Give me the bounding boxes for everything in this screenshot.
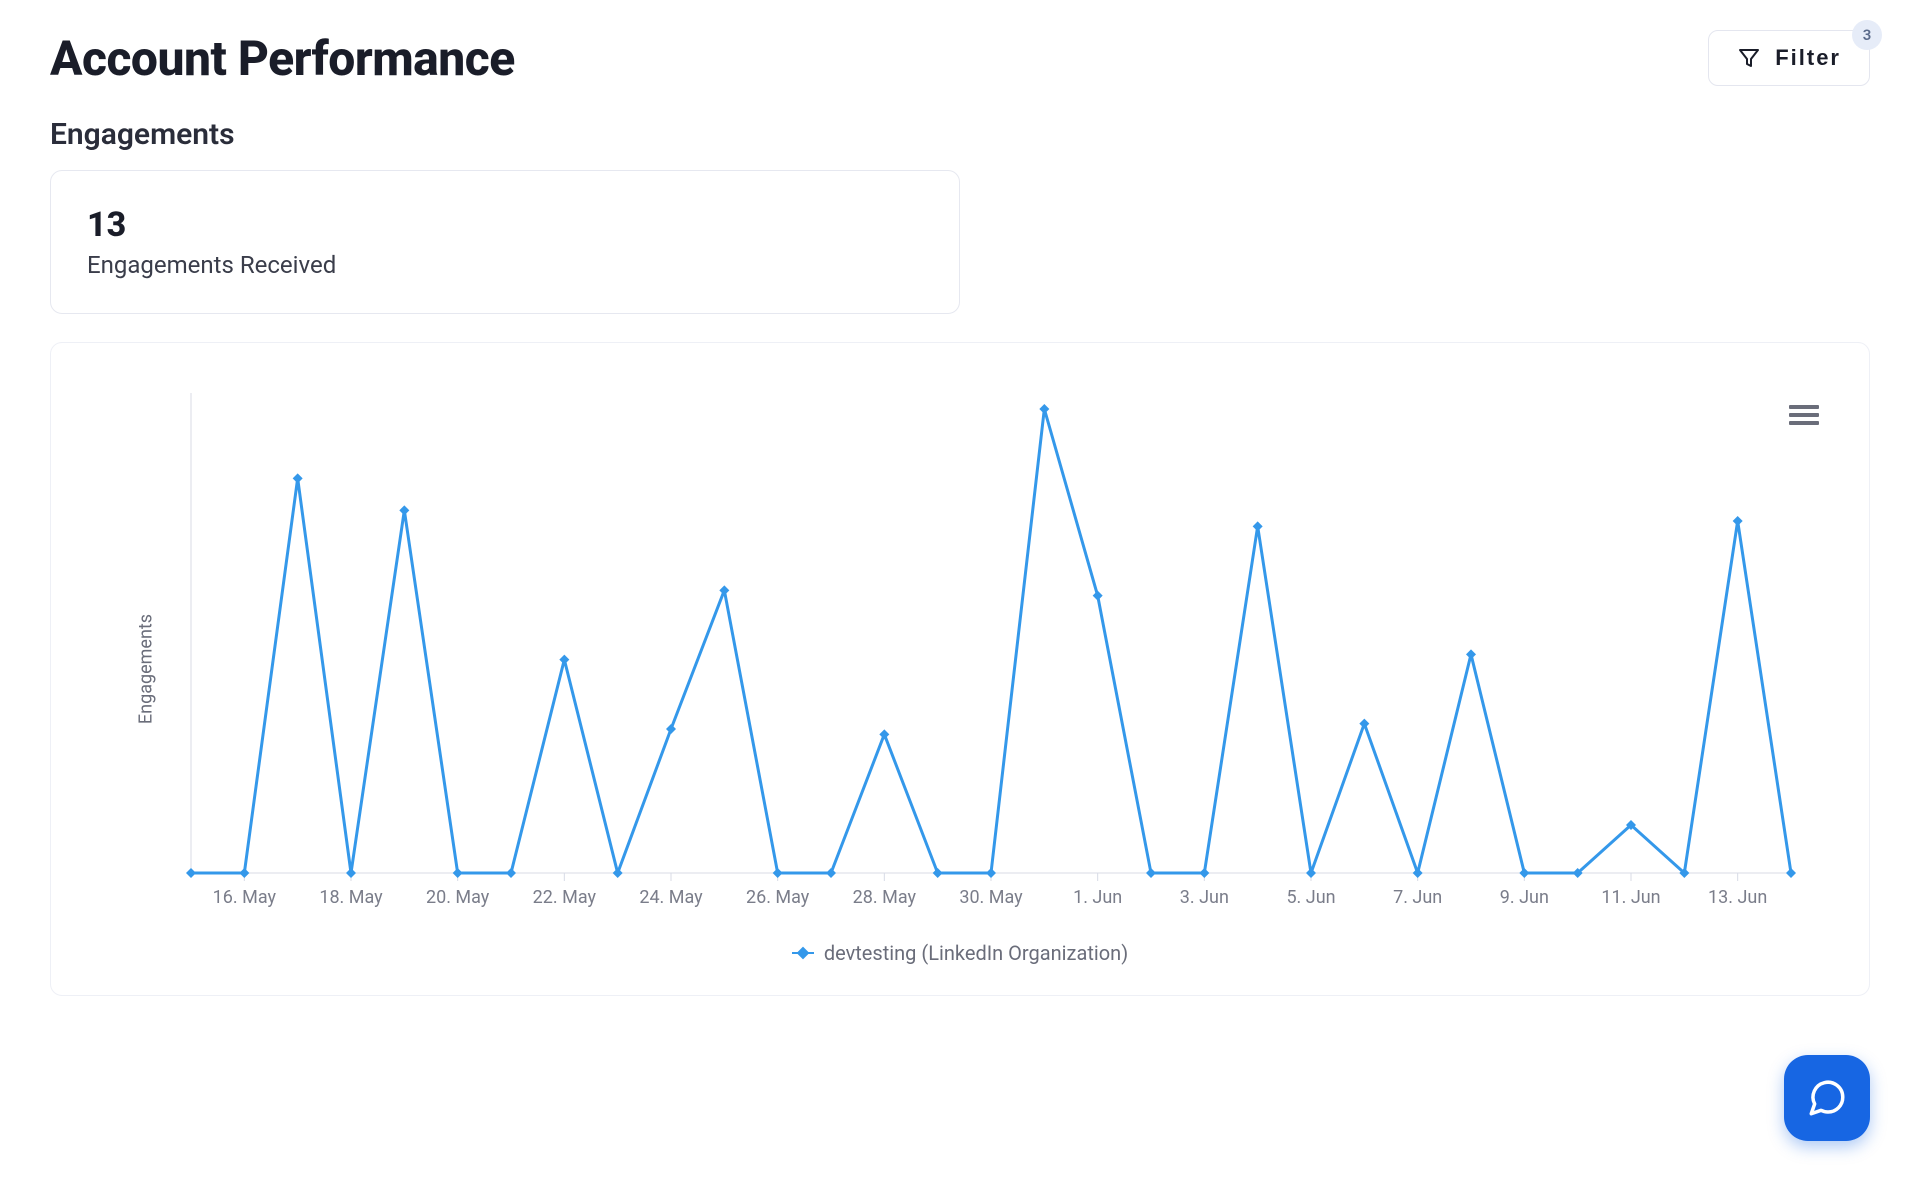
stat-label: Engagements Received	[87, 251, 923, 279]
filter-label: Filter	[1775, 45, 1841, 71]
svg-text:3. Jun: 3. Jun	[1180, 887, 1229, 908]
section-title-engagements: Engagements	[50, 117, 1870, 152]
filter-icon	[1737, 46, 1761, 70]
svg-text:24. May: 24. May	[639, 887, 703, 908]
svg-text:28. May: 28. May	[853, 887, 917, 908]
svg-text:26. May: 26. May	[746, 887, 810, 908]
chart-plot-area: 16. May 18. May 20. May 22. May 24. May 26. M…	[171, 383, 1809, 923]
legend-marker-icon	[792, 952, 814, 954]
page-title: Account Performance	[50, 30, 515, 87]
svg-text:11. Jun: 11. Jun	[1601, 887, 1660, 908]
svg-text:5. Jun: 5. Jun	[1286, 887, 1335, 908]
chat-button[interactable]	[1784, 1055, 1870, 1141]
svg-text:20. May: 20. May	[426, 887, 490, 908]
stat-value: 13	[87, 205, 923, 245]
svg-text:18. May: 18. May	[319, 887, 383, 908]
svg-text:1. Jun: 1. Jun	[1073, 887, 1122, 908]
svg-text:30. May: 30. May	[959, 887, 1023, 908]
engagements-line-chart: 16. May 18. May 20. May 22. May 24. May 26. M…	[171, 383, 1811, 923]
legend-label: devtesting (LinkedIn Organization)	[824, 941, 1128, 965]
svg-text:7. Jun: 7. Jun	[1393, 887, 1442, 908]
y-axis-label: Engagements	[136, 614, 157, 724]
filter-button[interactable]: Filter	[1708, 30, 1870, 86]
stat-card-engagements: 13 Engagements Received	[50, 170, 960, 314]
chat-icon	[1806, 1077, 1848, 1119]
svg-text:16. May: 16. May	[213, 887, 277, 908]
filter-count-badge: 3	[1852, 20, 1882, 50]
svg-text:22. May: 22. May	[533, 887, 597, 908]
chart-legend[interactable]: devtesting (LinkedIn Organization)	[81, 941, 1839, 965]
svg-text:9. Jun: 9. Jun	[1500, 887, 1549, 908]
svg-text:13. Jun: 13. Jun	[1708, 887, 1767, 908]
engagements-chart-card: Engagements 16. May 18. May 20. May 22. May…	[50, 342, 1870, 996]
